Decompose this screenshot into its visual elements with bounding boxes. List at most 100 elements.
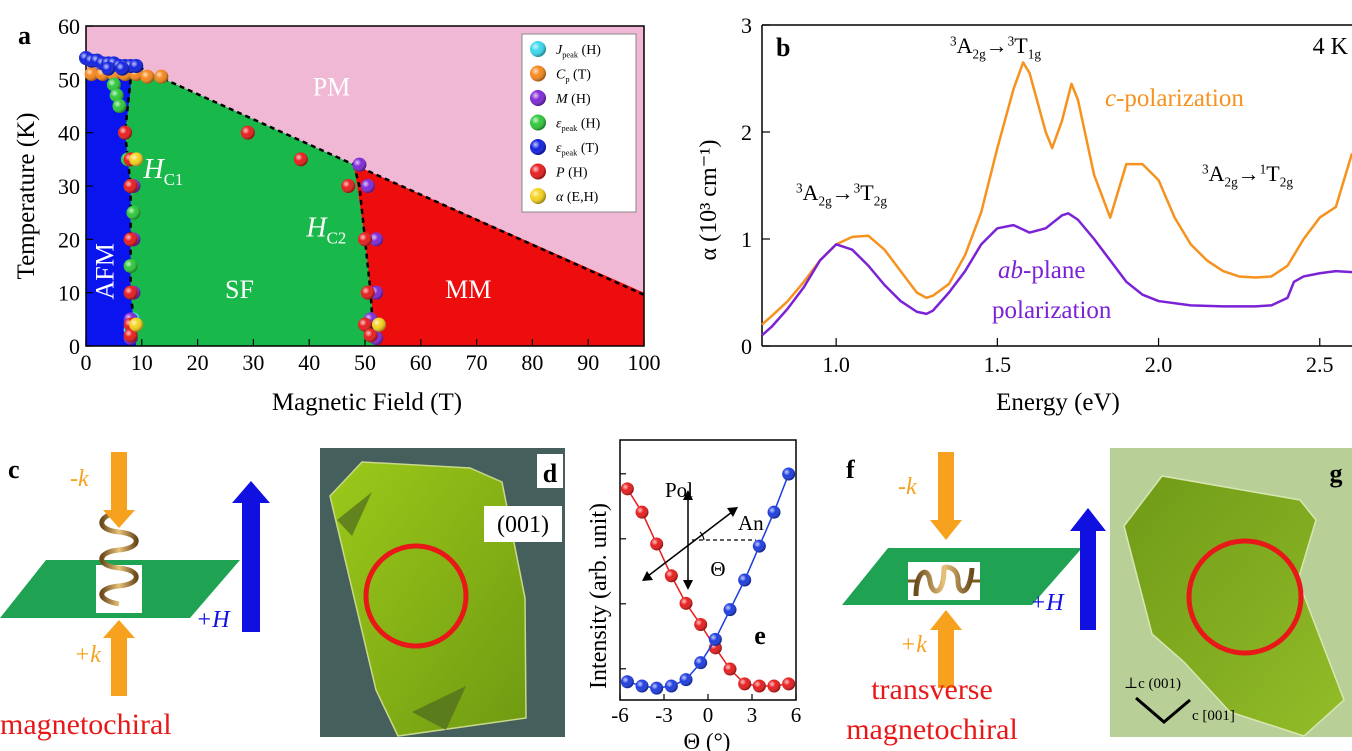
panel-label-d: d	[543, 459, 558, 488]
x-tick-label: 80	[521, 350, 543, 375]
data-point-shade	[126, 205, 141, 220]
data-point	[101, 61, 116, 76]
data-point-shade	[358, 232, 372, 247]
plus-k-arrow	[103, 620, 135, 696]
panel-label-g: g	[1330, 459, 1343, 488]
legend-marker-shade	[530, 188, 546, 204]
data-point-shade	[112, 99, 127, 113]
legend-entry: P (H)	[555, 166, 588, 181]
crystal-facet	[337, 492, 372, 536]
transition-singlet-label: 3A2g→1T2g	[1202, 161, 1293, 190]
data-point	[140, 69, 155, 84]
data-point	[767, 505, 781, 519]
data-point	[109, 88, 124, 103]
data-point-shade	[240, 125, 255, 140]
data-point-shade	[129, 59, 144, 73]
data-point-shade	[129, 152, 144, 167]
y-tick-label: 1	[741, 227, 752, 252]
face-label: (001)	[497, 512, 549, 538]
data-point	[123, 179, 138, 193]
data-point-shade	[360, 285, 375, 300]
minus-k-arrow	[930, 452, 962, 540]
data-point	[352, 157, 367, 172]
plus-k-arrow	[930, 610, 962, 688]
polarizer-schematic: Pol An Θ	[642, 478, 764, 590]
y-tick-label: 2	[741, 120, 752, 145]
x-tick-label: 20	[187, 350, 209, 375]
temperature-label: 4 K	[1313, 34, 1349, 60]
data-point	[752, 539, 766, 553]
data-point-shade	[123, 232, 138, 247]
c-polarization-label: c-polarization	[1105, 85, 1244, 112]
phase-label-sf: SF	[225, 275, 254, 304]
legend-marker	[530, 163, 546, 180]
data-point-shade	[664, 679, 678, 693]
data-point-shade	[679, 673, 693, 687]
x-tick-label: 60	[410, 350, 432, 375]
data-point-shade	[123, 179, 138, 193]
x-tick-label: 2.0	[1145, 352, 1173, 377]
data-point-shade	[352, 157, 367, 172]
x-axis-label: Magnetic Field (T)	[272, 389, 462, 416]
crystal-photo-panel-d: (001) d	[320, 448, 565, 737]
y-axis-label: α (10³ cm⁻¹)	[696, 140, 722, 261]
phase-label-afm: AFM	[90, 243, 119, 299]
legend-marker	[530, 65, 546, 82]
data-point	[84, 67, 99, 81]
data-point-shade	[293, 152, 308, 167]
data-point-shade	[123, 328, 138, 343]
data-point-shade	[738, 573, 752, 587]
x-axis-label: Θ (°)	[684, 729, 731, 751]
data-point	[694, 656, 708, 670]
hc1-label: HC1	[142, 154, 183, 189]
data-point	[679, 673, 693, 687]
data-point-shade	[767, 679, 781, 693]
legend-marker-shade	[530, 114, 546, 131]
data-point-shade	[106, 77, 121, 92]
x-tick-label: 3	[747, 703, 758, 727]
data-point-shade	[369, 232, 384, 247]
data-point	[635, 679, 649, 693]
legend-entry: Cp (T)	[556, 68, 591, 85]
caption-transverse: transverse	[871, 673, 993, 706]
minus-k-label: -k	[70, 466, 89, 492]
crystal-facet	[412, 686, 466, 730]
y-tick-label: 10	[58, 281, 80, 306]
data-point	[358, 232, 372, 247]
data-point	[752, 679, 766, 693]
panel-label-c: c	[8, 455, 20, 484]
data-point-shade	[101, 61, 116, 76]
data-point	[782, 467, 796, 481]
y-tick-label: 20	[58, 227, 80, 252]
legend-marker	[530, 41, 546, 57]
phase-label-mm: MM	[445, 275, 491, 304]
data-point-shade	[723, 662, 737, 676]
data-point-shade	[363, 328, 378, 343]
series-aeh	[129, 152, 386, 332]
data-point	[123, 328, 138, 343]
helix-icon	[908, 564, 980, 597]
an-label: An	[738, 511, 764, 535]
data-point-shade	[723, 603, 737, 617]
x-tick-label: 0	[81, 350, 92, 375]
pol-label: Pol	[665, 478, 693, 502]
x-tick-label: 6	[791, 703, 802, 727]
data-point-shade	[129, 317, 144, 332]
legend-marker-shade	[530, 163, 546, 180]
data-point-shade	[635, 679, 649, 693]
data-point	[767, 679, 781, 693]
perp-c-axis-label: ⊥c (001)	[1124, 676, 1181, 692]
legend-marker-shade	[530, 65, 546, 82]
crystal-sample	[329, 461, 527, 737]
series-c-line	[761, 61, 1352, 326]
data-point	[115, 61, 130, 76]
theta-label: Θ	[710, 557, 725, 581]
x-tick-label: 0	[703, 703, 714, 727]
data-point-shade	[752, 539, 766, 553]
legend-marker	[530, 188, 546, 204]
hc2-label: HC2	[305, 213, 346, 248]
legend-marker	[530, 90, 546, 106]
data-point	[129, 152, 144, 167]
x-tick-label: 100	[628, 350, 661, 375]
